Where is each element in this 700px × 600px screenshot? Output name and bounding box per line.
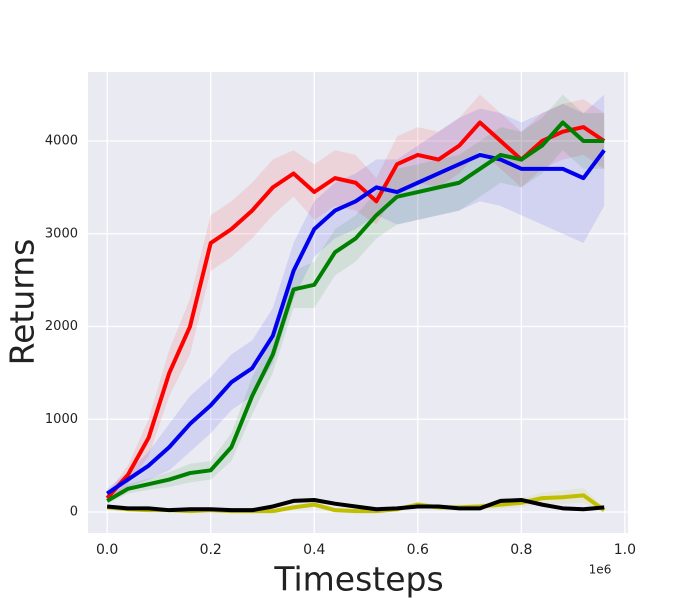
x-tick-label: 1.0 (614, 542, 636, 558)
std-band (107, 94, 605, 499)
y-tick-label: 3000 (45, 226, 78, 241)
y-tick-label: 4000 (45, 134, 78, 149)
x-tick-label: 0.8 (510, 542, 532, 558)
x-offset-label: 1e6 (589, 563, 612, 577)
x-tick-label: 0.6 (407, 542, 429, 558)
series-line (106, 120, 605, 503)
x-axis-label: Timesteps (273, 560, 443, 599)
y-axis-label: Returns (3, 239, 42, 366)
x-tick-label: 0.4 (303, 542, 325, 558)
y-tick-label: 0 (70, 505, 78, 520)
x-tick-label: 0.0 (96, 542, 118, 558)
series-line (106, 497, 605, 513)
x-tick-label: 0.2 (200, 542, 222, 558)
series-line (106, 149, 606, 496)
y-tick-label: 2000 (45, 319, 78, 334)
y-tick-label: 1000 (45, 412, 78, 427)
